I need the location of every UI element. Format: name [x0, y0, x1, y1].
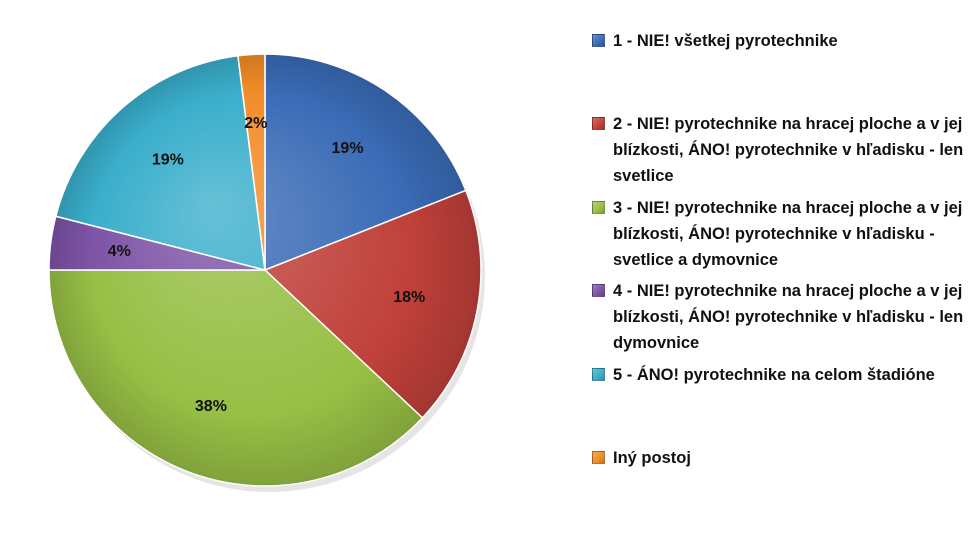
legend-swatch-4 — [592, 284, 605, 297]
legend-item-5: 5 - ÁNO! pyrotechnike na celom štadióne — [592, 362, 964, 388]
legend-item-1: 1 - NIE! všetkej pyrotechnike — [592, 28, 964, 54]
legend-label-1: 1 - NIE! všetkej pyrotechnike — [613, 32, 838, 50]
legend-label-5: 5 - ÁNO! pyrotechnike na celom štadióne — [613, 366, 935, 384]
pie-slice-1 — [264, 53, 467, 272]
slice-value-label-2: 18% — [393, 289, 425, 306]
pie-slice-3 — [48, 269, 424, 487]
legend-label-6: Iný postoj — [613, 449, 691, 467]
slice-value-label-1: 19% — [332, 140, 364, 157]
legend-swatch-6 — [592, 451, 605, 464]
slice-value-label-4: 4% — [108, 243, 131, 260]
legend-label-4: 4 - NIE! pyrotechnike na hracej ploche a… — [613, 282, 964, 352]
slice-value-label-6: 2% — [244, 115, 267, 132]
legend-swatch-3 — [592, 201, 605, 214]
pie-slice-2 — [263, 189, 482, 419]
legend-swatch-1 — [592, 34, 605, 47]
legend-item-3: 3 - NIE! pyrotechnike na hracej ploche a… — [592, 195, 964, 273]
legend-swatch-2 — [592, 117, 605, 130]
pie-slice-5 — [54, 54, 266, 272]
legend-item-2: 2 - NIE! pyrotechnike na hracej ploche a… — [592, 111, 964, 189]
slice-value-label-3: 38% — [195, 398, 227, 415]
pie-slice-6 — [237, 53, 266, 271]
legend-item-4: 4 - NIE! pyrotechnike na hracej ploche a… — [592, 278, 964, 356]
legend-label-2: 2 - NIE! pyrotechnike na hracej ploche a… — [613, 115, 964, 185]
legend-item-6: Iný postoj — [592, 445, 964, 471]
legend-swatch-5 — [592, 368, 605, 381]
legend-label-3: 3 - NIE! pyrotechnike na hracej ploche a… — [613, 199, 963, 269]
slice-value-label-5: 19% — [152, 151, 184, 168]
